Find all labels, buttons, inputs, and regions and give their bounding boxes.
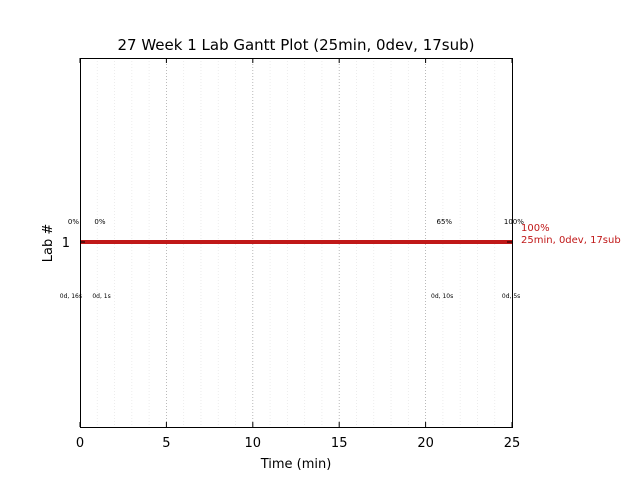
x-tick-label: 20	[417, 436, 434, 451]
x-tick-label: 10	[245, 436, 262, 451]
progress-label: 65%	[437, 218, 453, 226]
end-status-line: 100%	[521, 223, 550, 234]
end-status-label: 100%25min, 0dev, 17sub	[521, 223, 621, 246]
duration-label: 0d, 16s	[60, 293, 82, 300]
y-axis-ticks: 1	[62, 236, 512, 251]
end-status-line: 25min, 0dev, 17sub	[521, 235, 621, 246]
y-axis-label: Lab #	[41, 224, 56, 263]
duration-label: 0d, 5s	[502, 293, 520, 300]
x-tick-label: 5	[162, 436, 170, 451]
bar-annotations: 0% 0% 65% 100% 0d, 16s 0d, 1s 0d, 10s 0d, 5s	[60, 218, 524, 300]
duration-label: 0d, 10s	[431, 293, 453, 300]
progress-label: 0%	[94, 218, 105, 226]
progress-label: 0%	[68, 218, 79, 226]
chart-title: 27 Week 1 Lab Gantt Plot (25min, 0dev, 1…	[117, 36, 474, 54]
progress-label: 100%	[504, 218, 524, 226]
x-tick-label: 0	[76, 436, 84, 451]
duration-label: 0d, 1s	[92, 293, 110, 300]
x-tick-label: 15	[331, 436, 348, 451]
x-tick-label: 25	[504, 436, 521, 451]
x-axis-ticks: 0 5 10 15 20 25	[76, 58, 520, 451]
plot-frame	[80, 58, 513, 428]
y-tick-label: 1	[62, 236, 70, 251]
x-axis-label: Time (min)	[260, 457, 332, 472]
